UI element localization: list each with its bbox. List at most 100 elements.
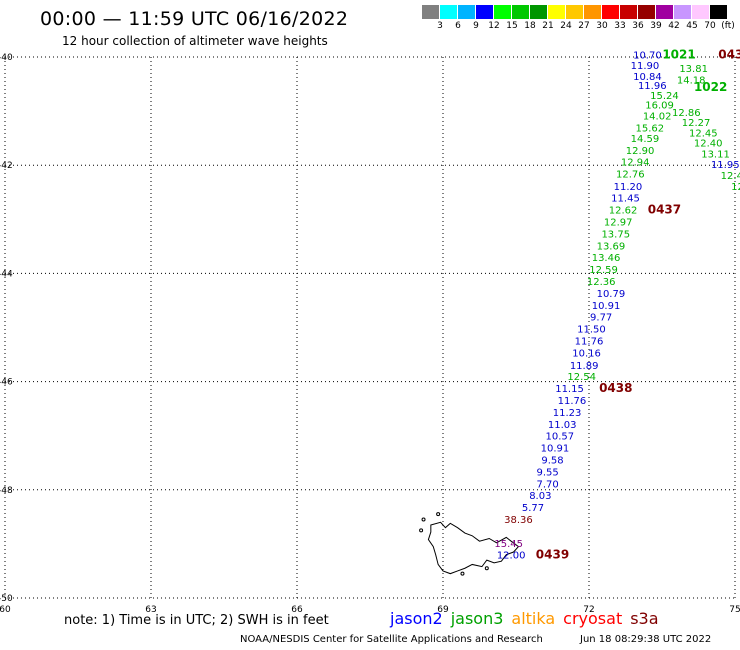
legend-swatch — [512, 5, 530, 19]
legend-label: 9 — [473, 21, 479, 31]
wave-height-label: 15.45 — [494, 539, 523, 550]
y-tick-label: -44 — [0, 269, 13, 279]
pass-time-label: 0438 — [599, 381, 632, 395]
pass-time-label: 0439 — [536, 548, 569, 562]
wave-height-label: 11.76 — [558, 396, 587, 407]
y-tick-label: -42 — [0, 161, 13, 171]
wave-height-label: 13.46 — [592, 253, 621, 264]
wave-height-label: 12.45 — [689, 129, 718, 140]
wave-height-label: 11.96 — [638, 81, 667, 92]
legend-label: 18 — [524, 21, 536, 31]
x-tick-label: 72 — [583, 605, 594, 615]
legend-label: 12 — [488, 21, 500, 31]
wave-height-label: 11.90 — [631, 61, 660, 72]
y-tick-label: -48 — [0, 486, 13, 496]
legend-label: 45 — [686, 21, 698, 31]
wave-height-label: 38.36 — [504, 515, 533, 526]
islet-outline — [421, 517, 426, 522]
wave-height-label: 14.59 — [631, 134, 660, 145]
wave-height-label: 12.46 — [721, 171, 740, 182]
legend-label: 24 — [560, 21, 572, 31]
satellite-legend-item: s3a — [630, 609, 659, 628]
legend-label: 27 — [578, 21, 590, 31]
credit-text: NOAA/NESDIS Center for Satellite Applica… — [240, 634, 543, 645]
legend-swatch — [674, 5, 692, 19]
wave-height-label: 14.02 — [643, 111, 672, 122]
legend-swatch — [638, 5, 656, 19]
wave-height-label: 8.03 — [529, 491, 551, 502]
islet-outline — [419, 528, 424, 533]
page-title: 00:00 — 11:59 UTC 06/16/2022 — [40, 8, 349, 30]
legend-swatch — [656, 5, 674, 19]
wave-height-label: 12.1 — [731, 182, 740, 193]
legend-swatch — [494, 5, 512, 19]
pass-time-label: 0437 — [648, 203, 681, 217]
legend-swatch — [422, 5, 440, 19]
x-tick-label: 69 — [437, 605, 449, 615]
wave-height-label: 12.54 — [567, 372, 596, 383]
y-tick-label: -50 — [0, 594, 13, 604]
x-tick-label: 60 — [0, 605, 11, 615]
legend-label: 21 — [542, 21, 554, 31]
legend-swatch — [710, 5, 728, 19]
wave-height-label: 12.36 — [587, 277, 616, 288]
generated-timestamp: Jun 18 08:29:38 UTC 2022 — [580, 634, 712, 645]
legend-swatch — [620, 5, 638, 19]
legend-swatch — [584, 5, 602, 19]
legend-swatch — [440, 5, 458, 19]
wave-height-label: 13.69 — [597, 241, 626, 252]
legend-swatch — [458, 5, 476, 19]
wave-height-label: 10.91 — [541, 444, 570, 455]
page-subtitle: 12 hour collection of altimeter wave hei… — [62, 34, 328, 48]
wave-height-label: 10.16 — [572, 348, 601, 359]
satellite-legend-item: cryosat — [563, 609, 623, 628]
wave-height-label: 9.58 — [541, 456, 563, 467]
legend-label: (ft) — [721, 21, 735, 31]
wave-height-label: 15.62 — [636, 123, 665, 134]
legend-label: 36 — [632, 21, 644, 31]
islet-outline — [460, 571, 465, 576]
wave-height-label: 11.03 — [548, 420, 577, 431]
legend-label: 6 — [455, 21, 461, 31]
kerguelen-coastline — [419, 512, 520, 576]
legend-swatch — [548, 5, 566, 19]
wave-height-label: 10.79 — [597, 289, 626, 300]
legend-swatch — [476, 5, 494, 19]
axis-ticks: 60 63 66 69 72 75 -40 -42 -44 -46 -48 -50 — [0, 53, 740, 615]
wave-height-label: 16.09 — [645, 101, 674, 112]
wave-height-label: 9.77 — [590, 313, 612, 324]
wave-height-label: 11.20 — [614, 182, 643, 193]
wave-height-label: 12.86 — [672, 108, 701, 119]
pass-time-labels: 1021 0434 1022 0437 0438 0439 — [536, 47, 740, 561]
legend-label: 42 — [668, 21, 680, 31]
legend-label: 15 — [506, 21, 518, 31]
satellite-legend-item: jason3 — [450, 609, 504, 628]
units-note: note: 1) Time is in UTC; 2) SWH is in fe… — [64, 613, 329, 628]
satellite-legend-item: altika — [511, 609, 556, 628]
wave-height-label: 10.70 — [633, 50, 662, 61]
x-tick-label: 75 — [729, 605, 740, 615]
legend-label: 39 — [650, 21, 662, 31]
wave-height-label: 14.18 — [677, 76, 706, 87]
wave-height-labels: 10.7011.9010.8411.9615.2416.0914.0215.62… — [494, 50, 740, 561]
legend-label: 33 — [614, 21, 626, 31]
wave-height-label: 15.24 — [650, 91, 679, 102]
pass-time-label: 0434 — [718, 47, 740, 61]
wave-height-label: 12.59 — [589, 265, 618, 276]
x-tick-label: 63 — [145, 605, 156, 615]
wave-height-label: 11.50 — [577, 325, 606, 336]
wave-height-label: 11.89 — [570, 361, 599, 372]
satellite-legend-item: jason2 — [390, 609, 443, 628]
wave-height-label: 11.15 — [555, 384, 584, 395]
wave-height-label: 9.55 — [537, 467, 559, 478]
legend-label: 70 — [704, 21, 716, 31]
legend-label: 3 — [437, 21, 443, 31]
legend-swatch — [602, 5, 620, 19]
wave-height-label: 5.77 — [522, 503, 544, 514]
wave-height-label: 13.81 — [679, 64, 708, 75]
satellite-legend: jason2 jason3 altika cryosat s3a — [390, 609, 667, 628]
wave-height-label: 11.45 — [611, 194, 640, 205]
wave-height-label: 12.00 — [497, 551, 526, 562]
wave-height-label: 13.75 — [601, 229, 630, 240]
